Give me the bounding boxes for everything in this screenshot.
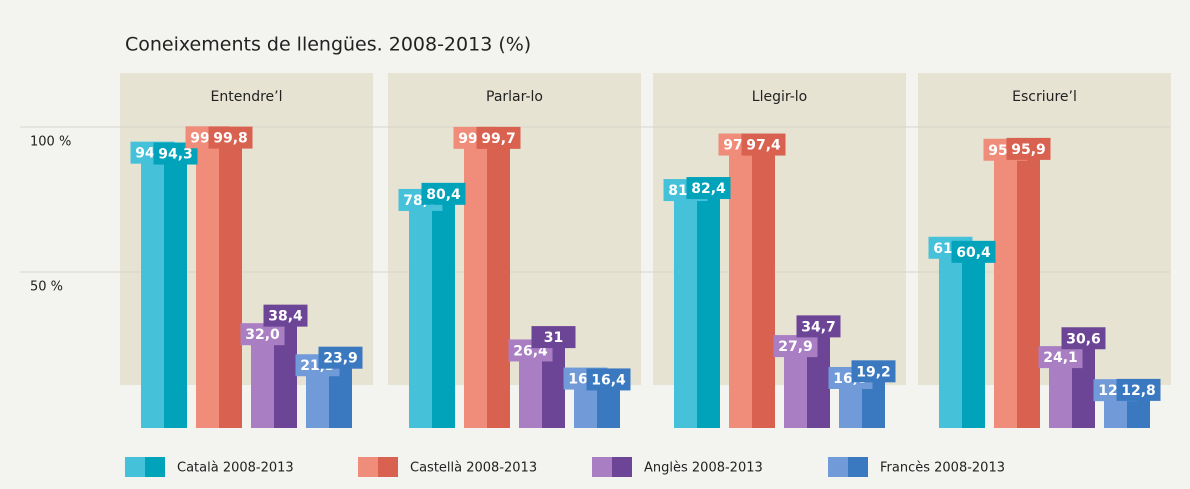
bar [141,142,164,428]
y-tick-label: 50 % [30,280,63,295]
legend-label: Castellà 2008-2013 [410,461,537,476]
value-label-box [531,326,576,349]
legend-label: Francès 2008-2013 [880,461,1005,476]
value-label: 94,3 [158,147,193,163]
value-label-box [476,126,521,149]
value-label-box [421,182,466,205]
legend-swatch [592,457,612,477]
value-label: 31 [544,330,563,346]
value-label-box [951,240,996,263]
bar [219,127,242,428]
value-label: 32,0 [245,327,280,343]
bar [251,324,274,428]
chart-title: Coneixements de llengües. 2008-2013 (%) [125,34,531,56]
bar [994,139,1017,428]
panel-label: Entendre’l [211,89,283,105]
value-label: 60,4 [956,245,991,261]
bar [409,189,432,428]
value-label: 99,8 [213,131,248,147]
bar [464,127,487,429]
value-label-box [851,360,896,383]
value-label: 27,9 [778,339,813,355]
value-label: 38,4 [268,309,303,325]
legend-swatch [828,457,848,477]
legend-swatch [358,457,378,477]
bar [752,134,775,429]
legend-swatch [378,457,398,477]
panel-label: Llegir-lo [752,89,807,105]
bar [519,340,542,428]
value-label-box [773,335,818,358]
panel-label: Escriure’l [1012,89,1077,105]
bar [1017,138,1040,428]
panel-label: Parlar-lo [486,89,543,105]
value-label-box [741,133,786,156]
bar [674,180,697,428]
value-label-box [1006,137,1051,160]
value-label-box [686,177,731,200]
legend-label: Català 2008-2013 [177,461,294,476]
value-label-box [263,304,308,327]
value-label: 12,8 [1121,383,1156,399]
value-label: 82,4 [691,181,726,197]
value-label: 80,4 [426,187,461,203]
bar [697,178,720,428]
value-label: 99,7 [481,131,516,147]
legend-swatch [848,457,868,477]
legend-swatch [145,457,165,477]
bar [784,336,807,428]
value-label: 23,9 [323,351,358,367]
bar [962,241,985,428]
bar [164,143,187,428]
value-label: 16,4 [591,372,626,388]
bar [196,127,219,428]
value-label-box [586,368,631,391]
legend-swatch [125,457,145,477]
value-label-box [240,323,285,346]
bar [729,134,752,429]
value-label-box [208,126,253,149]
value-label: 19,2 [856,364,891,380]
y-tick-label: 100 % [30,135,71,150]
value-label: 97,4 [746,138,781,154]
legend-label: Anglès 2008-2013 [644,461,763,476]
value-label-box [1116,378,1161,401]
bar [432,183,455,428]
value-label-box [318,346,363,369]
value-label: 34,7 [801,319,836,335]
value-label-box [796,315,841,338]
value-label: 95,9 [1011,142,1046,158]
value-label: 24,1 [1043,350,1078,366]
legend-swatch [612,457,632,477]
value-label-box [1038,346,1083,369]
value-label-box [1061,327,1106,350]
bar [939,237,962,428]
value-label: 30,6 [1066,331,1101,347]
bar [487,127,510,429]
